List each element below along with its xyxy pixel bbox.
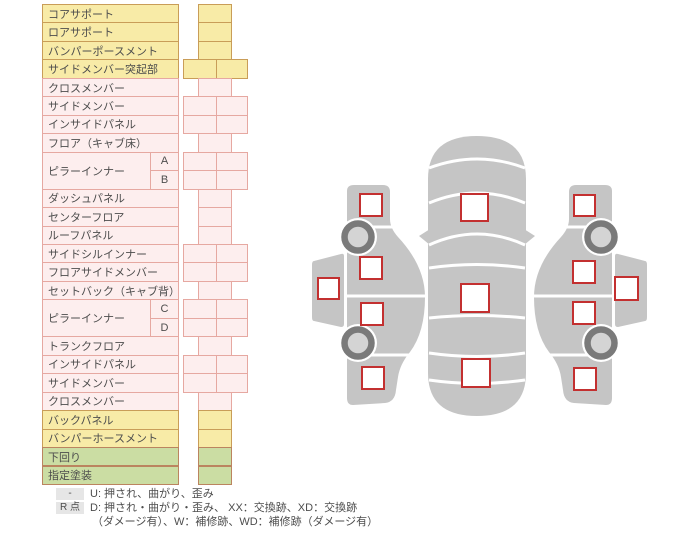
legend-row-continued: （ダメージ有）、W：補修跡、WD：補修跡（ダメージ有） [92,515,378,529]
damage-cell-pair[interactable] [183,262,248,282]
damage-marker-right-side-rear-door[interactable] [572,301,596,325]
damage-marker-left-side-rear-door[interactable] [360,302,384,326]
damage-marker-left-side-rear-fender[interactable] [361,366,385,390]
top-view-body [428,136,526,416]
damage-cell-pair[interactable] [183,114,248,135]
damage-cell[interactable] [198,465,232,485]
legend-text-continued: （ダメージ有）、W：補修跡、WD：補修跡（ダメージ有） [92,516,379,528]
cell-divider [215,374,217,392]
damage-marker-top-rear[interactable] [461,358,491,388]
part-label: インサイドパネル [42,354,179,375]
damage-cell-pair[interactable] [183,243,248,264]
damage-cell[interactable] [198,77,232,98]
part-label: トランクフロア [42,336,179,356]
damage-cell-pair[interactable] [183,299,248,319]
damage-cell[interactable] [198,280,232,301]
damage-marker-right-side-rear-fender[interactable] [573,367,597,391]
part-label: セットバック（キャブ背） [42,280,179,301]
wheel-icon [582,324,620,362]
legend-row-rpoint: R 点 D: 押され・曲がり・歪み、 XX：交換跡、XD：交換跡 [56,501,378,515]
part-label: コアサポート [42,4,179,24]
damage-cell[interactable] [198,188,232,209]
damage-marker-right-side-front-door[interactable] [572,260,596,284]
legend-text-d: D: 押され・曲がり・歪み、 XX：交換跡、XD：交換跡 [90,502,358,514]
side-mirror-icon [524,229,535,245]
part-label: バンパーホースメント [42,428,179,449]
damage-cell[interactable] [198,391,232,412]
damage-marker-top-front[interactable] [460,193,489,222]
wheel-icon [339,324,377,362]
damage-cell-pair[interactable] [183,317,248,338]
part-label: サイドメンバー [42,96,179,116]
side-mirror-icon [419,229,430,245]
damage-marker-left-side-front-door[interactable] [359,256,383,280]
cell-divider [215,318,217,337]
damage-cell[interactable] [198,225,232,245]
car-diagram [312,136,647,416]
part-label: センターフロア [42,207,179,227]
part-label: サイドメンバー突起部 [42,59,179,79]
cell-divider [215,152,217,171]
part-label: バンパーポースメント [42,40,179,61]
damage-cell[interactable] [198,447,232,467]
part-label: フロアサイドメンバー [42,262,179,282]
damage-cell[interactable] [198,133,232,153]
legend-text-u: U: 押され、曲がり、歪み [90,488,214,500]
car-top-view [419,136,535,416]
legend-key-minus: - [56,488,84,500]
part-label: サイドシルインナー [42,243,179,264]
part-label: バックパネル [42,410,179,430]
part-label: ダッシュパネル [42,188,179,209]
damage-cell[interactable] [198,410,232,430]
wheel-icon [339,218,377,256]
damage-marker-left-side-front-fender[interactable] [359,193,383,217]
pillar-section-label: C [150,299,179,319]
damage-legend: - U: 押され、曲がり、歪み R 点 D: 押され・曲がり・歪み、 XX：交換… [56,487,378,529]
cell-divider [215,263,217,281]
damage-marker-left-bumper[interactable] [317,277,340,300]
part-label: フロア（キャブ床） [42,133,179,153]
legend-row-u: - U: 押され、曲がり、歪み [56,487,378,501]
damage-cell-pair[interactable] [183,59,248,79]
part-label: ロアサポート [42,22,179,42]
cell-divider [215,300,217,318]
cell-divider [215,60,217,78]
part-label: クロスメンバー [42,77,179,98]
pillar-section-label: A [150,151,179,172]
damage-cell-pair[interactable] [183,151,248,172]
part-label: サイドメンバー [42,373,179,393]
damage-marker-top-center[interactable] [460,283,490,313]
cell-divider [215,355,217,374]
damage-cell[interactable] [198,40,232,61]
part-label: クロスメンバー [42,391,179,412]
cell-divider [215,171,217,189]
damage-marker-right-bumper[interactable] [614,276,639,301]
damage-cell-pair[interactable] [183,170,248,190]
wheel-icon [582,218,620,256]
damage-cell[interactable] [198,428,232,449]
legend-key-rpoint: R 点 [56,502,84,514]
damage-cell-pair[interactable] [183,373,248,393]
part-label: 指定塗装 [42,465,179,485]
damage-cell[interactable] [198,207,232,227]
damage-cell[interactable] [198,4,232,24]
damage-cell-pair[interactable] [183,354,248,375]
damage-cell[interactable] [198,336,232,356]
damage-cell-pair[interactable] [183,96,248,116]
pillar-section-label: D [150,317,179,338]
cell-divider [215,244,217,263]
damage-marker-right-side-front-fender[interactable] [573,194,596,217]
cell-divider [215,97,217,115]
cell-divider [215,115,217,134]
pillar-section-label: B [150,170,179,190]
damage-cell[interactable] [198,22,232,42]
car-left-side-view [312,185,426,405]
part-label: ルーフパネル [42,225,179,245]
part-label: インサイドパネル [42,114,179,135]
part-label: 下回り [42,447,179,467]
